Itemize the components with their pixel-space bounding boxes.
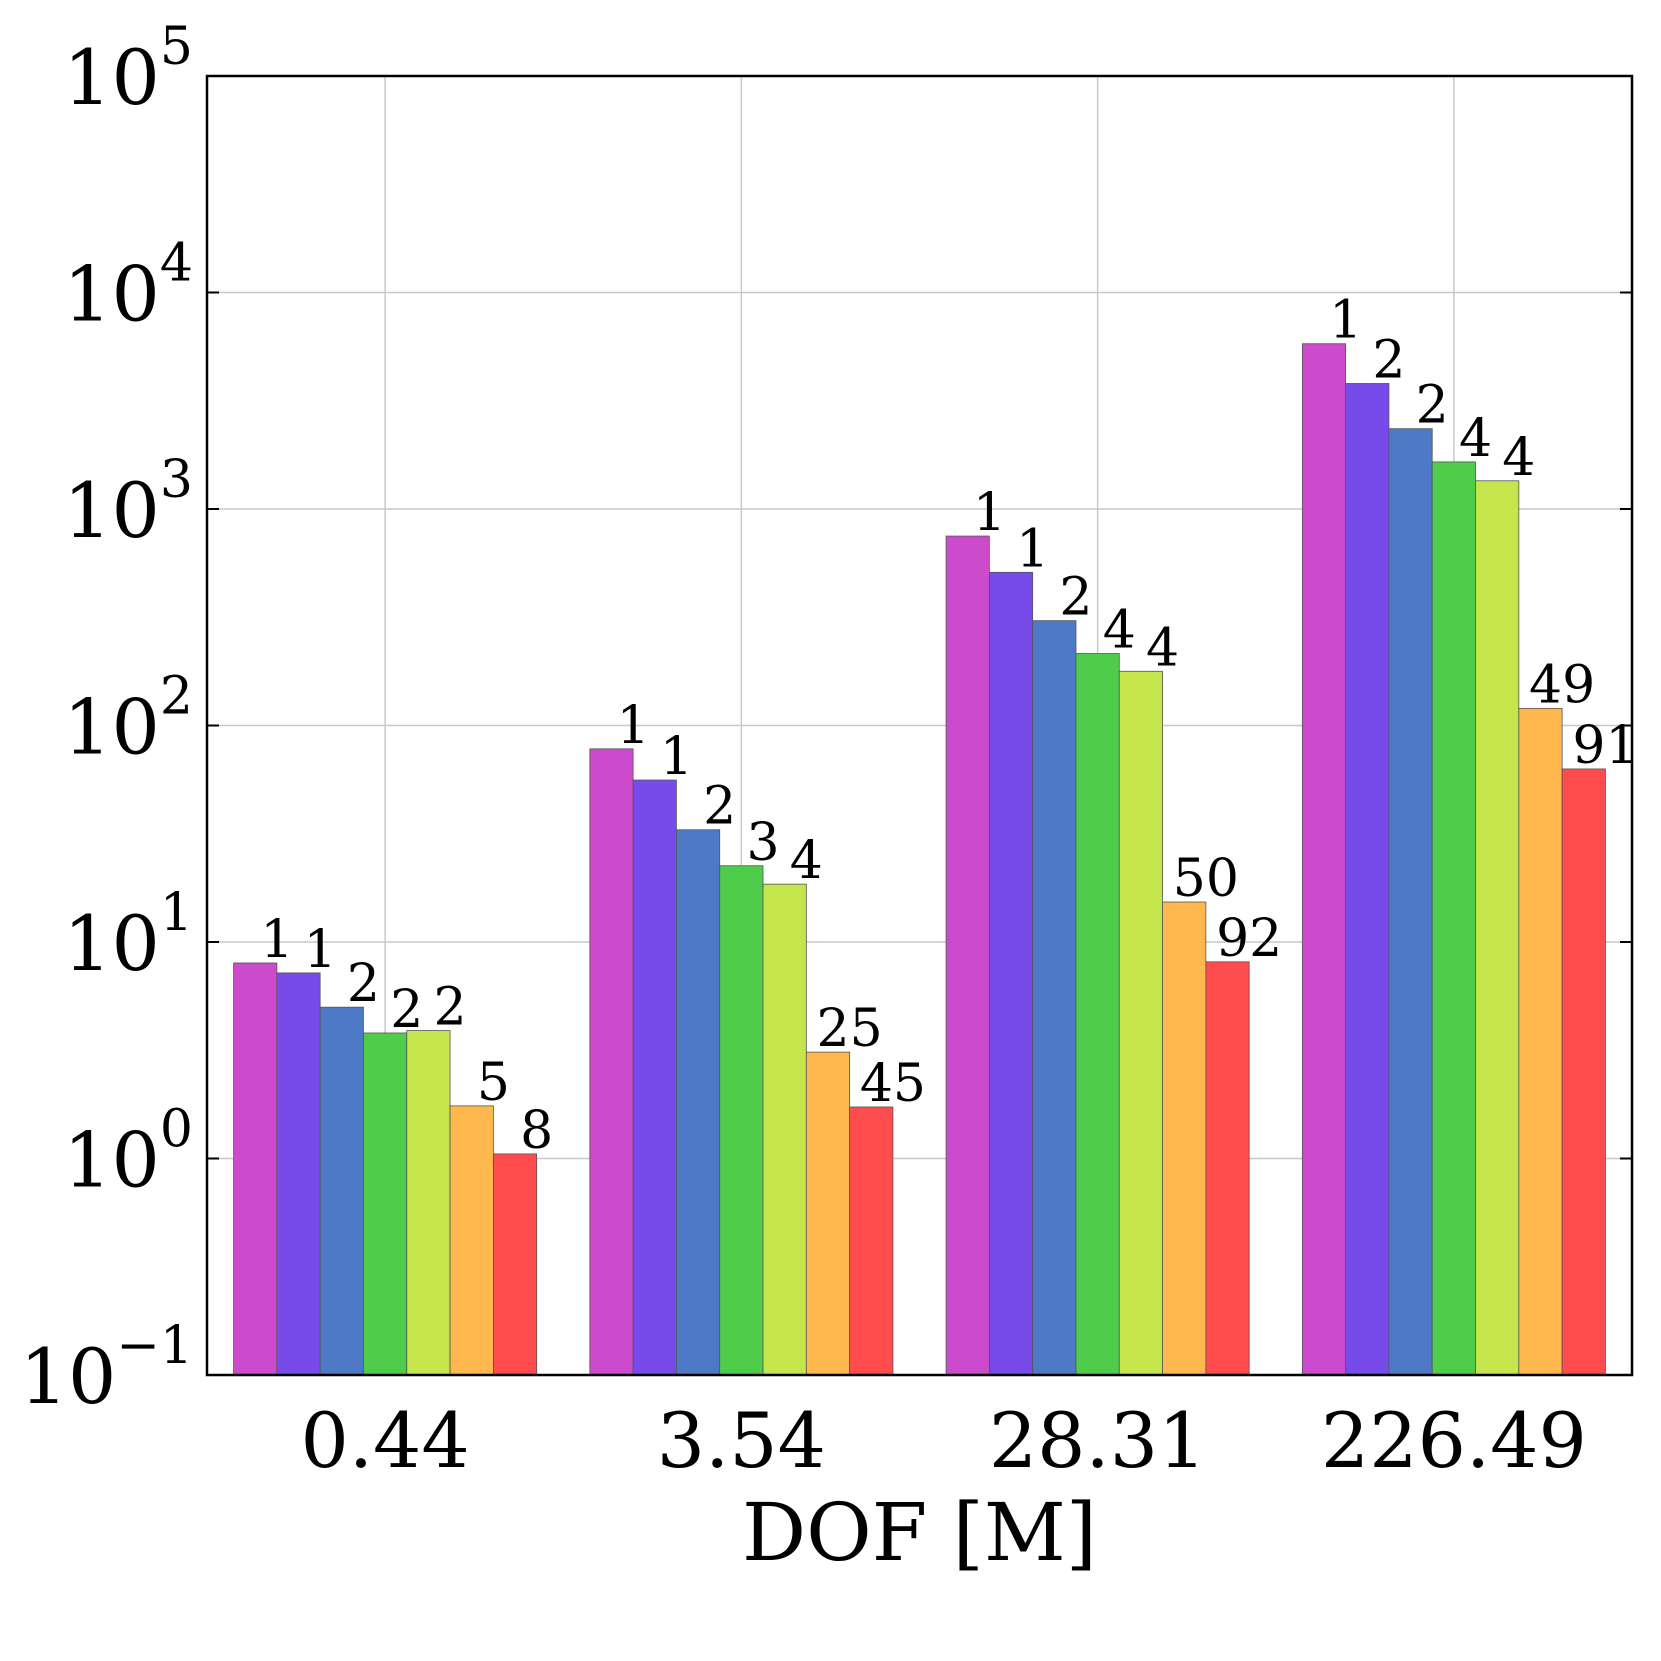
bar-label-226.49-s6: 49 bbox=[1529, 655, 1595, 715]
bar-226.49-s2 bbox=[1345, 383, 1390, 1376]
bar-label-3.54-s1: 1 bbox=[617, 696, 650, 756]
bar-label-3.54-s2: 1 bbox=[660, 727, 693, 787]
y-tick-base: 10 bbox=[63, 33, 160, 122]
y-tick-label-3: 102 bbox=[63, 667, 193, 772]
bar-label-226.49-s2: 2 bbox=[1372, 330, 1405, 390]
bar-0.44-s7 bbox=[492, 1153, 538, 1376]
bar-226.49-s3 bbox=[1388, 428, 1433, 1376]
bar-label-28.31-s1: 1 bbox=[973, 483, 1006, 543]
bar-label-0.44-s5: 2 bbox=[434, 978, 467, 1038]
bar-226.49-s4 bbox=[1431, 461, 1476, 1376]
bar-label-28.31-s4: 4 bbox=[1103, 601, 1136, 661]
x-tick-label-3: 226.49 bbox=[1321, 1396, 1587, 1485]
bar-label-0.44-s7: 8 bbox=[520, 1101, 553, 1161]
bar-28.31-s7 bbox=[1205, 961, 1250, 1376]
bar-label-28.31-s3: 2 bbox=[1059, 568, 1092, 628]
bar-3.54-s5 bbox=[762, 883, 807, 1376]
y-tick-label-1: 100 bbox=[63, 1100, 193, 1205]
bar-label-0.44-s3: 2 bbox=[347, 954, 380, 1014]
bar-0.44-s3 bbox=[319, 1006, 364, 1376]
y-tick-exponent: 5 bbox=[160, 17, 193, 77]
x-axis-ticks: 0.44 3.54 28.31 226.49 bbox=[301, 1396, 1587, 1485]
bar-226.49-s7 bbox=[1561, 768, 1606, 1376]
bar-3.54-s1 bbox=[589, 748, 634, 1376]
bar-label-28.31-s5: 4 bbox=[1146, 618, 1179, 678]
y-tick-base: 10 bbox=[63, 683, 160, 772]
bar-28.31-s3 bbox=[1032, 620, 1077, 1376]
x-tick-label-2: 28.31 bbox=[989, 1396, 1207, 1485]
bar-0.44-s2 bbox=[276, 972, 321, 1376]
bar-label-226.49-s4: 4 bbox=[1459, 409, 1492, 469]
bar-label-3.54-s4: 3 bbox=[746, 813, 779, 873]
y-tick-exponent: 4 bbox=[160, 234, 193, 294]
bar-0.44-s4 bbox=[363, 1032, 408, 1376]
bar-label-226.49-s1: 1 bbox=[1329, 291, 1362, 351]
bar-label-28.31-s2: 1 bbox=[1016, 519, 1049, 579]
bars bbox=[233, 343, 1606, 1376]
bar-label-3.54-s7: 45 bbox=[860, 1054, 926, 1114]
y-tick-exponent: 1 bbox=[160, 883, 193, 943]
bar-0.44-s6 bbox=[449, 1105, 494, 1376]
x-axis-label: DOF [M] bbox=[742, 1486, 1097, 1579]
y-tick-base: 10 bbox=[63, 1116, 160, 1205]
bar-label-226.49-s3: 2 bbox=[1416, 376, 1449, 436]
bar-label-3.54-s6: 25 bbox=[817, 999, 883, 1059]
bar-label-3.54-s5: 4 bbox=[790, 831, 823, 891]
y-tick-label-2: 101 bbox=[63, 883, 193, 988]
bar-label-0.44-s4: 2 bbox=[390, 980, 423, 1040]
bar-28.31-s5 bbox=[1118, 670, 1163, 1376]
bar-label-0.44-s1: 1 bbox=[260, 910, 293, 970]
bar-label-28.31-s7: 92 bbox=[1216, 909, 1282, 969]
bar-226.49-s1 bbox=[1301, 343, 1347, 1376]
bar-28.31-s2 bbox=[988, 571, 1034, 1376]
y-tick-label-5: 104 bbox=[63, 234, 193, 339]
bar-3.54-s2 bbox=[632, 779, 677, 1376]
bar-label-3.54-s3: 2 bbox=[703, 777, 736, 837]
y-tick-label-4: 103 bbox=[63, 450, 193, 555]
y-tick-base: 10 bbox=[63, 250, 160, 339]
y-tick-base: 10 bbox=[63, 466, 160, 555]
bar-226.49-s5 bbox=[1475, 480, 1520, 1376]
bar-label-0.44-s6: 5 bbox=[477, 1053, 510, 1113]
bar-226.49-s6 bbox=[1518, 707, 1563, 1376]
bar-3.54-s7 bbox=[849, 1106, 894, 1376]
y-tick-exponent: 2 bbox=[160, 667, 193, 727]
bar-label-226.49-s5: 4 bbox=[1502, 428, 1535, 488]
bar-28.31-s1 bbox=[945, 535, 990, 1376]
bar-label-0.44-s2: 1 bbox=[304, 920, 337, 980]
y-tick-base: 10 bbox=[20, 1332, 117, 1421]
bar-label-28.31-s6: 50 bbox=[1173, 849, 1239, 909]
bar-3.54-s6 bbox=[805, 1051, 851, 1376]
y-tick-exponent: −1 bbox=[116, 1316, 193, 1376]
bar-28.31-s6 bbox=[1162, 901, 1207, 1376]
bar-0.44-s1 bbox=[233, 962, 278, 1376]
bar-28.31-s4 bbox=[1075, 653, 1120, 1376]
bar-3.54-s4 bbox=[719, 865, 764, 1376]
y-tick-base: 10 bbox=[63, 899, 160, 988]
bar-3.54-s3 bbox=[676, 829, 721, 1376]
x-tick-label-1: 3.54 bbox=[657, 1396, 826, 1485]
y-tick-exponent: 3 bbox=[160, 450, 193, 510]
x-tick-label-0: 0.44 bbox=[301, 1396, 470, 1485]
y-tick-label-6: 105 bbox=[63, 17, 193, 122]
y-tick-label-0: 10−1 bbox=[20, 1316, 193, 1421]
y-tick-exponent: 0 bbox=[160, 1100, 193, 1160]
bar-0.44-s5 bbox=[406, 1030, 451, 1376]
